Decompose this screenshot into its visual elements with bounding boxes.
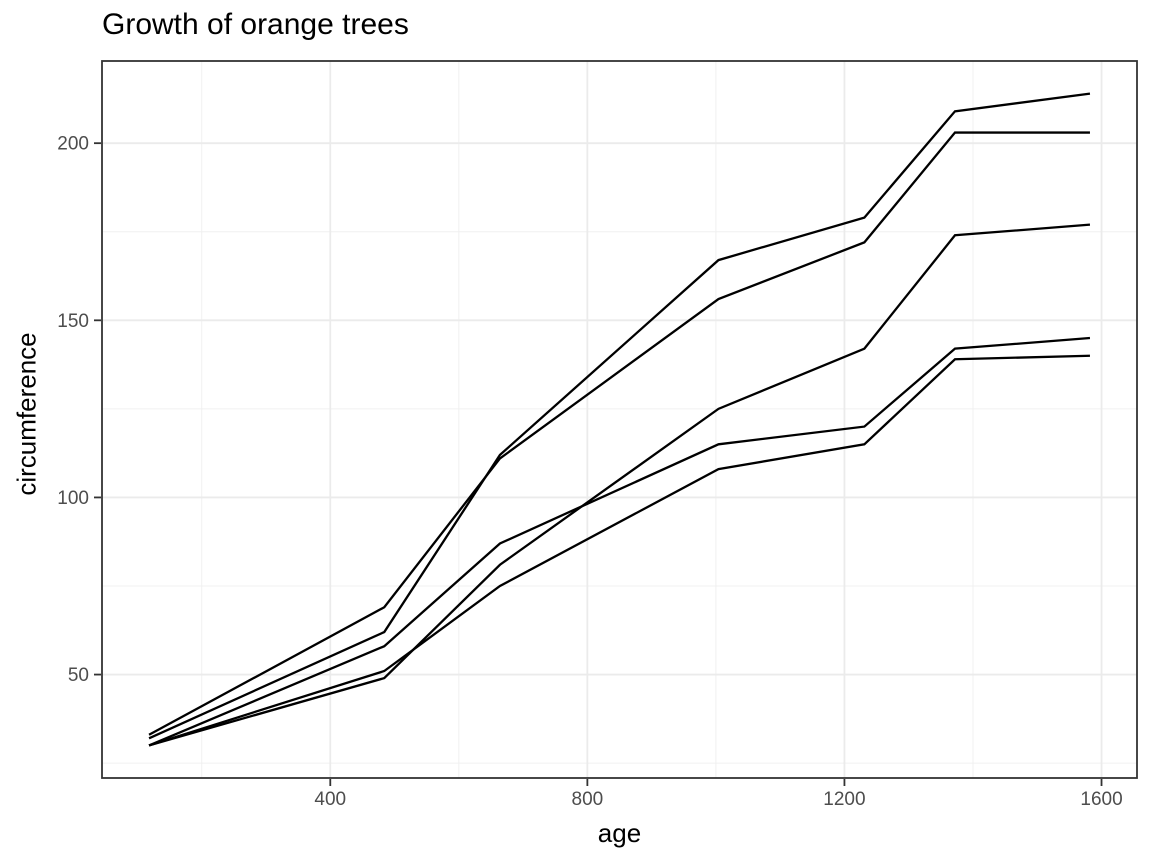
x-tick-label: 400	[314, 789, 346, 810]
x-axis-title: age	[597, 818, 642, 848]
y-tick-label: 100	[57, 488, 89, 509]
series-line-5	[148, 223, 1091, 747]
y-axis-title: circumference	[11, 332, 42, 496]
y-tick-label: 150	[57, 311, 89, 332]
y-tick-label: 50	[68, 665, 89, 686]
y-tick-label: 200	[57, 134, 89, 155]
series-line-2	[148, 131, 1090, 736]
panel-background	[102, 61, 1137, 778]
series-line-4	[148, 92, 1091, 740]
panel-border	[101, 60, 1138, 779]
series-line-3	[148, 354, 1090, 747]
series-line-1	[148, 336, 1091, 747]
x-tick-label: 800	[572, 789, 604, 810]
x-tick-label: 1600	[1080, 789, 1122, 810]
x-tick-label: 1200	[823, 789, 865, 810]
chart-title: Growth of orange trees	[102, 8, 409, 41]
